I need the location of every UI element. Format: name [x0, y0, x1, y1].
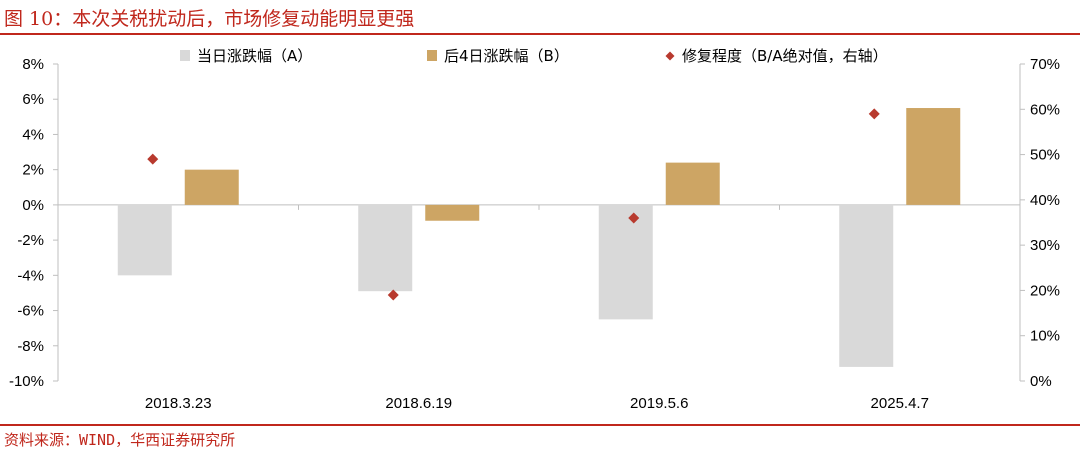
bar-series-b [906, 108, 961, 205]
left-tick-label: 2% [22, 162, 44, 179]
legend-swatch [180, 50, 190, 61]
legend-swatch [665, 51, 675, 61]
right-tick-label: 70% [1030, 56, 1060, 73]
legend-label: 后4日涨跌幅（B） [444, 47, 569, 65]
right-tick-label: 0% [1030, 373, 1052, 390]
source-note: 资料来源：WIND，华西证券研究所 [4, 431, 236, 449]
bar-series-a [358, 204, 413, 292]
left-tick-label: -8% [17, 338, 44, 355]
right-tick-label: 50% [1030, 147, 1060, 164]
legend-swatch [427, 50, 437, 61]
bar-series-b [665, 162, 720, 205]
category-label: 2019.5.6 [630, 395, 688, 412]
legend-label: 当日涨跌幅（A） [197, 47, 312, 65]
left-tick-label: -4% [17, 267, 44, 284]
left-tick-label: 4% [22, 126, 44, 143]
category-label: 2018.3.23 [145, 395, 212, 412]
marker-repair-degree [868, 108, 880, 120]
left-tick-label: 8% [22, 56, 44, 73]
marker-repair-degree [147, 153, 159, 165]
legend-item-c: 修复程度（B/A绝对值，右轴） [665, 47, 888, 65]
category-label: 2018.6.19 [385, 395, 452, 412]
right-tick-label: 60% [1030, 101, 1060, 118]
left-tick-label: 6% [22, 91, 44, 108]
legend-item-b: 后4日涨跌幅（B） [427, 47, 569, 65]
left-tick-label: 0% [22, 197, 44, 214]
right-tick-label: 20% [1030, 282, 1060, 299]
right-tick-label: 10% [1030, 328, 1060, 345]
figure-title: 图 10：本次关税扰动后，市场修复动能明显更强 [4, 8, 415, 30]
left-tick-label: -10% [9, 373, 44, 390]
bar-series-a [598, 204, 653, 320]
left-tick-label: -6% [17, 303, 44, 320]
right-tick-label: 40% [1030, 192, 1060, 209]
bar-series-a [839, 204, 894, 367]
right-tick-label: 30% [1030, 237, 1060, 254]
source-rule [0, 424, 1080, 426]
left-tick-label: -2% [17, 232, 44, 249]
bar-series-b [184, 169, 239, 205]
bar-series-b [425, 204, 480, 221]
marker-repair-degree [387, 289, 399, 301]
bar-series-a [117, 204, 172, 276]
title-rule [0, 33, 1080, 35]
marker-repair-degree [628, 212, 640, 224]
category-label: 2025.4.7 [871, 395, 929, 412]
legend-item-a: 当日涨跌幅（A） [180, 47, 312, 65]
legend-label: 修复程度（B/A绝对值，右轴） [682, 47, 888, 65]
